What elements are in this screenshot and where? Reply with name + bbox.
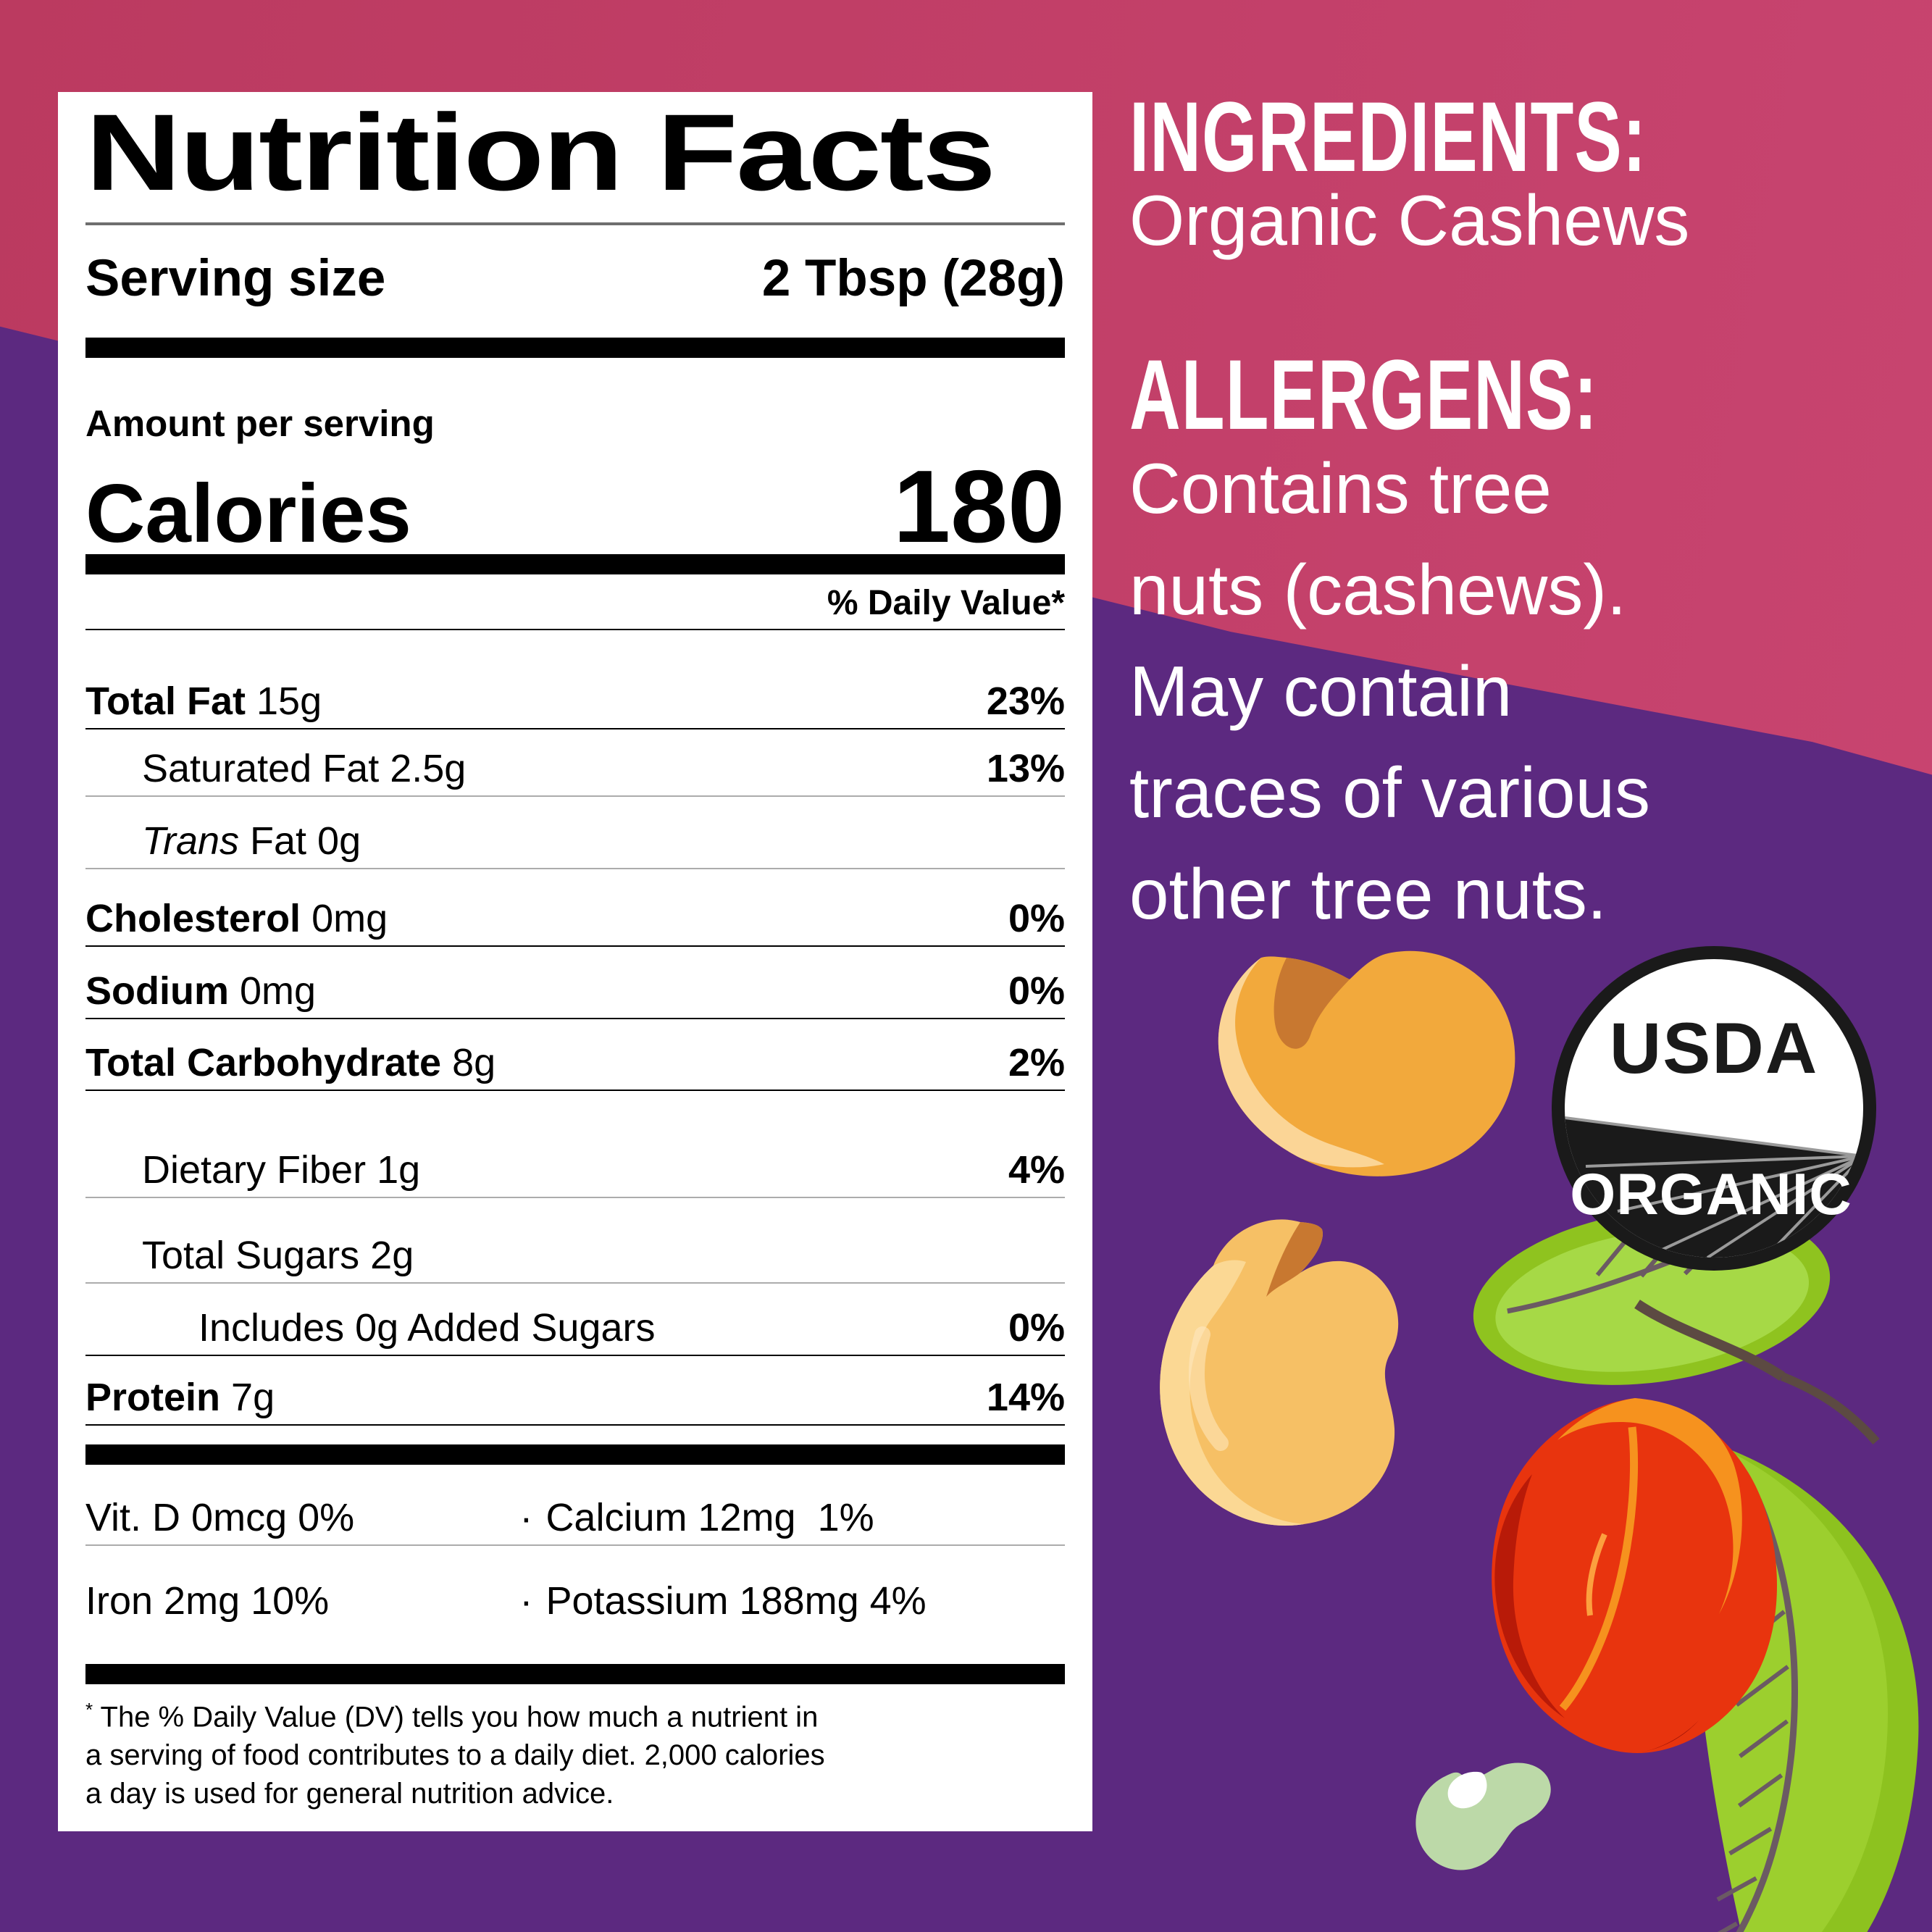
svg-text:USDA: USDA <box>1610 1008 1819 1088</box>
svg-text:ORGANIC: ORGANIC <box>1570 1162 1852 1227</box>
